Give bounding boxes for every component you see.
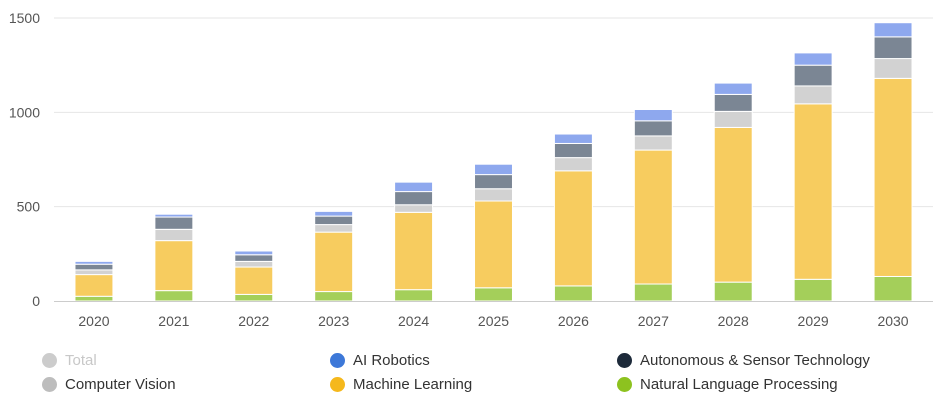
bar-segment-machine-learning-2029[interactable] bbox=[793, 103, 833, 280]
bar-segment-ai-robotics-2024[interactable] bbox=[394, 181, 434, 193]
bar-segment-computer-vision-2028[interactable] bbox=[713, 110, 753, 128]
legend-dot-icon bbox=[330, 376, 345, 392]
bar-segment-autonomous-sensor-technology-2028[interactable] bbox=[713, 93, 753, 112]
bar-segment-machine-learning-2027[interactable] bbox=[633, 149, 673, 285]
x-tick-label: 2025 bbox=[478, 313, 509, 329]
legend-label: Computer Vision bbox=[65, 375, 176, 393]
legend-item-autonomous-sensor-technology[interactable]: Autonomous & Sensor Technology bbox=[617, 349, 870, 371]
bar-segment-natural-language-processing-2030[interactable] bbox=[873, 275, 913, 302]
bar-segment-ai-robotics-2028[interactable] bbox=[713, 82, 753, 95]
bar-segment-machine-learning-2026[interactable] bbox=[553, 170, 593, 287]
bar-segment-natural-language-processing-2021[interactable] bbox=[154, 290, 194, 302]
x-tick-label: 2022 bbox=[238, 313, 269, 329]
bar-segment-autonomous-sensor-technology-2029[interactable] bbox=[793, 64, 833, 87]
x-tick-label: 2029 bbox=[798, 313, 829, 329]
legend-item-computer-vision[interactable]: Computer Vision bbox=[42, 373, 176, 395]
bar-segment-machine-learning-2030[interactable] bbox=[873, 77, 913, 277]
x-tick-label: 2028 bbox=[718, 313, 749, 329]
bar-segment-natural-language-processing-2026[interactable] bbox=[553, 285, 593, 302]
bar-segment-autonomous-sensor-technology-2021[interactable] bbox=[154, 216, 194, 230]
legend-item-natural-language-processing[interactable]: Natural Language Processing bbox=[617, 373, 838, 395]
bar-segment-autonomous-sensor-technology-2020[interactable] bbox=[74, 263, 114, 271]
legend-dot-icon bbox=[617, 352, 632, 368]
bar-segment-autonomous-sensor-technology-2030[interactable] bbox=[873, 36, 913, 60]
legend-dot-icon bbox=[330, 352, 345, 368]
bar-segment-computer-vision-2022[interactable] bbox=[234, 260, 274, 268]
bar-segment-computer-vision-2029[interactable] bbox=[793, 85, 833, 105]
bar-segment-ai-robotics-2020[interactable] bbox=[74, 260, 114, 265]
bar-segment-machine-learning-2023[interactable] bbox=[314, 231, 354, 293]
bar-segment-computer-vision-2025[interactable] bbox=[474, 188, 513, 202]
x-axis-labels: 2020 2021 2022 2023 2024 2025 2026 2027 2028 2029… bbox=[78, 313, 908, 329]
bar-segment-natural-language-processing-2025[interactable] bbox=[474, 287, 513, 302]
legend-dot-icon bbox=[42, 352, 57, 368]
x-tick-label: 2030 bbox=[877, 313, 908, 329]
bar-segment-natural-language-processing-2022[interactable] bbox=[234, 293, 274, 302]
x-tick-label: 2024 bbox=[398, 313, 429, 329]
legend-label: Machine Learning bbox=[353, 375, 473, 393]
legend-dot-icon bbox=[617, 376, 632, 392]
y-tick-label: 0 bbox=[32, 293, 40, 309]
bar-segment-machine-learning-2020[interactable] bbox=[74, 274, 114, 297]
bar-segment-machine-learning-2028[interactable] bbox=[713, 126, 753, 283]
bar-segment-ai-robotics-2026[interactable] bbox=[553, 133, 593, 144]
y-tick-label: 500 bbox=[17, 199, 41, 215]
bar-segment-natural-language-processing-2027[interactable] bbox=[633, 283, 673, 302]
bar-segment-computer-vision-2026[interactable] bbox=[553, 157, 593, 172]
legend-item-ai-robotics[interactable]: AI Robotics bbox=[330, 349, 430, 371]
bar-segment-natural-language-processing-2020[interactable] bbox=[74, 295, 114, 302]
x-tick-label: 2027 bbox=[638, 313, 669, 329]
bar-segment-natural-language-processing-2023[interactable] bbox=[314, 291, 354, 302]
x-tick-label: 2026 bbox=[558, 313, 589, 329]
legend-label: AI Robotics bbox=[353, 351, 430, 369]
bar-segment-computer-vision-2020[interactable] bbox=[74, 269, 114, 276]
bar-segment-natural-language-processing-2024[interactable] bbox=[394, 289, 434, 302]
x-tick-label: 2023 bbox=[318, 313, 349, 329]
bar-segment-ai-robotics-2030[interactable] bbox=[873, 22, 913, 38]
x-tick-label: 2020 bbox=[78, 313, 109, 329]
bar-segment-ai-robotics-2029[interactable] bbox=[793, 52, 833, 66]
bar-segment-autonomous-sensor-technology-2027[interactable] bbox=[633, 120, 673, 137]
bar-segment-ai-robotics-2023[interactable] bbox=[314, 210, 354, 217]
y-tick-label: 1500 bbox=[9, 10, 40, 26]
bar-segment-computer-vision-2024[interactable] bbox=[394, 204, 434, 213]
bar-segment-autonomous-sensor-technology-2022[interactable] bbox=[234, 254, 274, 262]
legend-label: Total bbox=[65, 351, 97, 369]
bar-segment-computer-vision-2023[interactable] bbox=[314, 224, 354, 233]
bar-segment-machine-learning-2024[interactable] bbox=[394, 211, 434, 291]
bar-segment-machine-learning-2022[interactable] bbox=[234, 266, 274, 295]
legend-item-machine-learning[interactable]: Machine Learning bbox=[330, 373, 472, 395]
x-tick-label: 2021 bbox=[158, 313, 189, 329]
y-tick-label: 1000 bbox=[9, 104, 40, 120]
bar-segment-computer-vision-2021[interactable] bbox=[154, 228, 194, 242]
bars bbox=[74, 22, 913, 302]
bar-segment-computer-vision-2030[interactable] bbox=[873, 58, 913, 79]
y-axis-labels: 0 500 1000 1500 bbox=[9, 10, 40, 309]
bar-segment-machine-learning-2025[interactable] bbox=[474, 200, 513, 289]
bar-segment-autonomous-sensor-technology-2024[interactable] bbox=[394, 191, 434, 206]
bar-segment-ai-robotics-2027[interactable] bbox=[633, 109, 673, 122]
legend-label: Natural Language Processing bbox=[640, 375, 838, 393]
bar-segment-ai-robotics-2025[interactable] bbox=[474, 163, 513, 176]
legend-item-total[interactable]: Total bbox=[42, 349, 97, 371]
bar-segment-machine-learning-2021[interactable] bbox=[154, 240, 194, 292]
legend-dot-icon bbox=[42, 376, 57, 392]
legend-label: Autonomous & Sensor Technology bbox=[640, 351, 870, 369]
bar-segment-autonomous-sensor-technology-2023[interactable] bbox=[314, 215, 354, 226]
legend: Total AI Robotics Autonomous & Sensor Te… bbox=[0, 348, 940, 398]
bar-segment-natural-language-processing-2028[interactable] bbox=[713, 281, 753, 302]
bar-segment-autonomous-sensor-technology-2026[interactable] bbox=[553, 142, 593, 159]
bar-segment-autonomous-sensor-technology-2025[interactable] bbox=[474, 174, 513, 190]
bar-segment-natural-language-processing-2029[interactable] bbox=[793, 278, 833, 302]
bar-segment-ai-robotics-2022[interactable] bbox=[234, 250, 274, 256]
bar-segment-ai-robotics-2021[interactable] bbox=[154, 213, 194, 218]
bar-segment-computer-vision-2027[interactable] bbox=[633, 135, 673, 151]
